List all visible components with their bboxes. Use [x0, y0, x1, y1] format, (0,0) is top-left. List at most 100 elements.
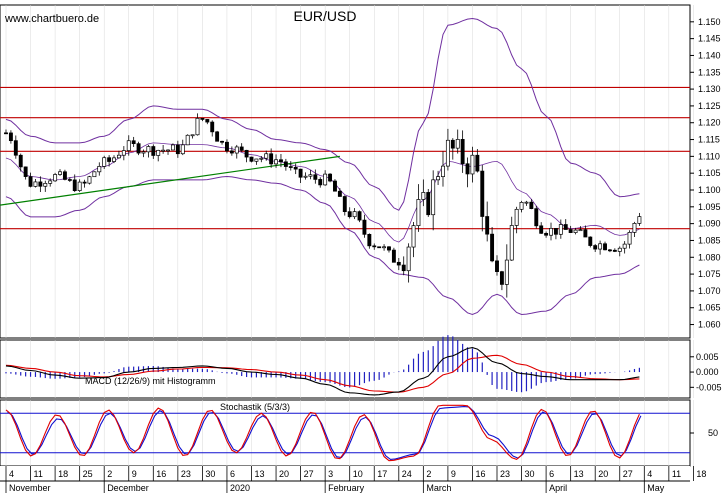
candle-body	[185, 134, 190, 146]
candle-body	[244, 149, 249, 158]
candle-body	[303, 175, 308, 178]
candle-body	[485, 216, 490, 235]
candle-body	[225, 141, 229, 152]
candle-body	[441, 165, 445, 177]
candle-body	[279, 159, 283, 163]
candle-body	[480, 170, 485, 217]
macd-y-tick-label: 0.000	[696, 367, 719, 377]
candle-body	[603, 243, 607, 251]
candle-body	[215, 131, 220, 142]
candle-body	[573, 229, 578, 233]
candle-body	[264, 153, 269, 159]
candle-body	[328, 173, 333, 182]
x-day-label: 18	[696, 469, 706, 479]
watermark: www.chartbuero.de	[4, 13, 99, 25]
candle-body	[411, 225, 416, 248]
x-month-label: 2020	[230, 483, 250, 493]
bollinger-lower	[5, 175, 640, 316]
candle-body	[377, 246, 382, 249]
candle-body	[539, 225, 544, 234]
x-month-label: February	[328, 483, 365, 493]
stochastic-k-line	[5, 404, 640, 462]
candle-body	[62, 171, 67, 180]
candle-body	[190, 134, 195, 137]
candle-body	[553, 227, 558, 235]
candle-body	[333, 180, 337, 192]
x-day-label: 20	[598, 469, 608, 479]
candle-body	[342, 196, 347, 212]
x-month-label: May	[647, 483, 665, 493]
y-tick-label: 1.065	[698, 303, 721, 313]
candle-body	[588, 236, 593, 246]
y-tick-label: 1.140	[698, 50, 721, 60]
candle-body	[504, 259, 509, 285]
candle-body	[28, 176, 33, 187]
x-day-label: 3	[328, 469, 333, 479]
candle-body	[107, 157, 112, 162]
candle-body	[18, 154, 23, 168]
y-tick-label: 1.075	[698, 269, 721, 279]
candle-body	[166, 149, 170, 152]
candle-body	[352, 211, 357, 218]
x-axis: 4 11 18 25 2 9 16 23 30 6 13 20 27 3 10 17 24 2 9 16 23 30 6 13…	[0, 466, 706, 493]
candle-body	[396, 261, 401, 266]
candle-body	[67, 179, 72, 181]
y-tick-label: 1.150	[698, 17, 721, 27]
y-tick-label: 1.125	[698, 101, 721, 111]
candle-body	[318, 179, 323, 186]
candle-body	[475, 154, 480, 172]
x-month-label: December	[107, 483, 149, 493]
x-day-label: 18	[58, 469, 68, 479]
candle-body	[406, 246, 411, 272]
x-day-label: 24	[402, 469, 412, 479]
candle-body	[239, 146, 244, 151]
x-day-label: 27	[304, 469, 314, 479]
x-day-label: 30	[205, 469, 215, 479]
candle-body	[229, 150, 234, 154]
x-day-label: 4	[647, 469, 652, 479]
chart-title: EUR/USD	[293, 8, 356, 24]
y-tick-label: 1.135	[698, 67, 721, 77]
candle-body	[372, 245, 377, 248]
candle-body	[72, 179, 77, 191]
candle-body	[48, 180, 53, 184]
candle-body	[382, 246, 387, 249]
x-day-label: 27	[623, 469, 633, 479]
stochastic-y-tick-label: 50	[708, 428, 718, 438]
candle-body	[455, 139, 460, 149]
y-tick-label: 1.130	[698, 84, 721, 94]
candle-body	[401, 264, 406, 272]
candle-body	[617, 247, 622, 252]
candle-body	[269, 153, 274, 165]
candle-body	[283, 161, 288, 167]
x-month-label: November	[9, 483, 51, 493]
candle-body	[131, 140, 136, 145]
candle-body	[347, 211, 352, 218]
candle-body	[529, 201, 534, 209]
candle-body	[313, 174, 318, 180]
x-day-label: 23	[181, 469, 191, 479]
macd-line	[5, 347, 640, 396]
candle-body	[170, 144, 175, 151]
candle-body	[136, 143, 141, 154]
candle-body	[544, 232, 549, 236]
candle-body	[298, 168, 303, 178]
candle-body	[195, 117, 200, 136]
candle-body	[514, 208, 519, 226]
candle-body	[465, 163, 470, 175]
x-day-label: 9	[132, 469, 137, 479]
candle-body	[357, 211, 362, 221]
stochastic-panel: 50 Stochastik (5/3/3)	[0, 399, 718, 467]
x-day-label: 6	[549, 469, 554, 479]
candle-body	[13, 140, 18, 156]
candle-body	[421, 192, 426, 200]
y-tick-label: 1.090	[698, 219, 721, 229]
candle-body	[8, 132, 13, 142]
candle-body	[598, 243, 603, 250]
y-tick-label: 1.115	[698, 135, 720, 145]
x-day-label: 9	[451, 469, 456, 479]
candle-body	[112, 157, 116, 162]
y-tick-label: 1.100	[698, 185, 721, 195]
candle-body	[583, 229, 588, 238]
candle-body	[126, 140, 131, 151]
